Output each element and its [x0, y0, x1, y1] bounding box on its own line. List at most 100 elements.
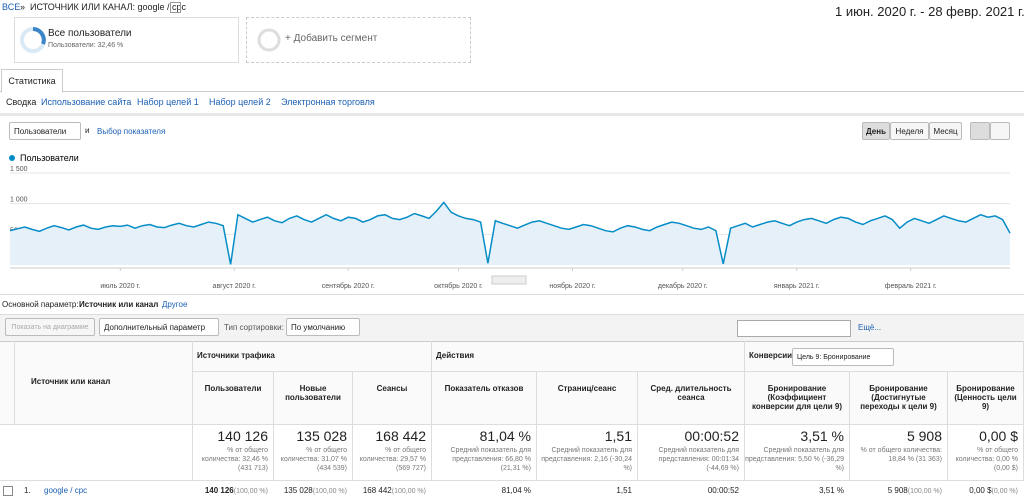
row-checkbox[interactable] [3, 486, 13, 496]
period-button[interactable]: Неделя [890, 122, 929, 140]
primary-label: Основной параметр: [2, 300, 79, 309]
row [0, 480, 1024, 504]
column-header[interactable]: Новые пользователи [274, 372, 353, 424]
search-box[interactable] [737, 320, 851, 337]
row-cell: 168 442(100,00 %) [353, 486, 432, 495]
segment-detail: Пользователи: 32,46 % [48, 42, 124, 49]
cell-value: 168 442 [362, 486, 392, 495]
x-tick-label: август 2020 г. [213, 283, 256, 290]
row-cell: 81,04 % [432, 486, 537, 495]
row-cell: 140 126(100,00 %) [193, 486, 274, 495]
sort-select[interactable]: По умолчанию [286, 318, 360, 336]
group-header: Действия [432, 341, 745, 372]
row-cell: 00:00:52 [638, 486, 745, 495]
total-value: 5 908 [906, 428, 942, 444]
secondary-select[interactable]: Дополнительный параметр [99, 318, 219, 336]
x-tick-label: октябрь 2020 г. [434, 282, 483, 290]
metric-select[interactable]: Пользователи [9, 122, 81, 140]
primary-value: Источник или канал [79, 300, 159, 309]
total-note: Средний показатель для представления: 2,… [541, 447, 632, 472]
period-button[interactable]: День [862, 122, 890, 140]
total-note: % от общего количества: 29,57 % (569 727… [359, 447, 426, 472]
column-header: Источник или канал [15, 341, 193, 424]
more[interactable]: Ещё... [858, 323, 882, 332]
total-cell [432, 424, 537, 480]
segment-card[interactable]: Все пользователи Пользователи: 32,46 % [14, 17, 239, 63]
total-cell [948, 424, 1024, 480]
x-tick-label: июль 2020 г. [100, 283, 140, 290]
row-cell: 0,00 $(0,00 %) [948, 486, 1024, 495]
total-note: Средний показатель для представления: 00… [658, 447, 740, 472]
add-icon [257, 28, 281, 52]
add-segment[interactable]: + Добавить сегмент [246, 17, 471, 63]
cell-share: (100,00 %) [233, 488, 268, 495]
subtab[interactable]: Набор целей 1 [137, 97, 199, 107]
total-cell [638, 424, 745, 480]
cell-value: 140 126 [204, 486, 234, 495]
column-header[interactable]: Бронирование (Ценность цели 9) [948, 372, 1024, 424]
date-range[interactable]: 1 июн. 2020 г. - 28 февр. 2021 г. [835, 4, 1024, 19]
total-cell [0, 424, 193, 480]
total-cell [537, 424, 638, 480]
line [9, 201, 1011, 265]
collapse-handle[interactable] [491, 275, 527, 285]
goal-select[interactable]: Цель 9: Бронирование [792, 348, 894, 366]
divider [0, 294, 1024, 295]
column-header[interactable]: Бронирование (Коэффициент конверсии для … [745, 372, 850, 424]
total-note: Средний показатель для представления: 5,… [745, 447, 844, 472]
total-value: 0,00 $ [979, 428, 1018, 444]
column-header[interactable]: Показатель отказов [432, 372, 537, 424]
total-cell [353, 424, 432, 480]
chart-type-button[interactable] [970, 122, 990, 140]
total-value: 3,51 % [800, 428, 844, 444]
total-value: 135 028 [296, 428, 347, 444]
add-segment-label: + Добавить сегмент [285, 33, 378, 44]
metric-choice[interactable]: Выбор показателя [97, 127, 166, 136]
row-cell: 5 908(100,00 %) [850, 486, 948, 495]
column-header[interactable]: Пользователи [193, 372, 274, 424]
tab[interactable]: Статистика [1, 69, 63, 93]
segment-icon [20, 27, 46, 53]
y-tick-label: 1 000 [10, 197, 28, 204]
cell-share: (100,00 %) [907, 488, 942, 495]
and: и [85, 126, 90, 135]
column-header[interactable]: Сред. длительность сеанса [638, 372, 745, 424]
subtab[interactable]: Набор целей 2 [209, 97, 271, 107]
cell-share: (100,00 %) [391, 488, 426, 495]
total-value: 1,51 [604, 428, 632, 444]
plot-button[interactable]: Показать на диаграмме [5, 318, 95, 336]
total-cell [745, 424, 850, 480]
cell-value: 81,04 % [501, 486, 531, 495]
cell-value: 1,51 [616, 486, 632, 495]
area [10, 202, 1010, 265]
column-header[interactable]: Сеансы [353, 372, 432, 424]
chart-type-button[interactable] [990, 122, 1010, 140]
breadcrumb-all[interactable]: ВСЕ [2, 2, 21, 12]
x-tick-label: февраль 2021 г. [885, 283, 937, 290]
row-cell: 1,51 [537, 486, 638, 495]
total-cell [193, 424, 274, 480]
total-note: % от общего количества: 32,46 % (431 713… [201, 447, 268, 472]
row-cell: 135 028(100,00 %) [274, 486, 353, 495]
total-cell [850, 424, 948, 480]
breadcrumb-current: ИСТОЧНИК ИЛИ КАНАЛ: google / cpc [30, 2, 187, 12]
other[interactable]: Другое [162, 300, 188, 309]
subtab[interactable]: Сводка [6, 97, 37, 107]
total-value: 81,04 % [479, 428, 531, 444]
x-tick-label: январь 2021 г. [774, 283, 820, 290]
x-tick-label: сентябрь 2020 г. [322, 282, 375, 290]
total-cell [274, 424, 353, 480]
y-tick-label: 1 500 [10, 166, 28, 173]
column-header[interactable]: Страниц/сеанс [537, 372, 638, 424]
divider [0, 113, 1024, 116]
dropdown[interactable] [170, 2, 181, 13]
total-note: Средний показатель для представления: 66… [450, 447, 532, 472]
column-header[interactable]: Бронирование (Достигнутые переходы к цел… [850, 372, 948, 424]
subtab[interactable]: Использование сайта [41, 97, 132, 107]
total-note: % от общего количества: 18,84 % (31 363) [860, 447, 942, 463]
subtab[interactable]: Электронная торговля [281, 97, 375, 107]
row-name[interactable]: google / cpc [44, 486, 88, 495]
period-button[interactable]: Месяц [929, 122, 962, 140]
row-cell: 3,51 % [745, 486, 850, 495]
